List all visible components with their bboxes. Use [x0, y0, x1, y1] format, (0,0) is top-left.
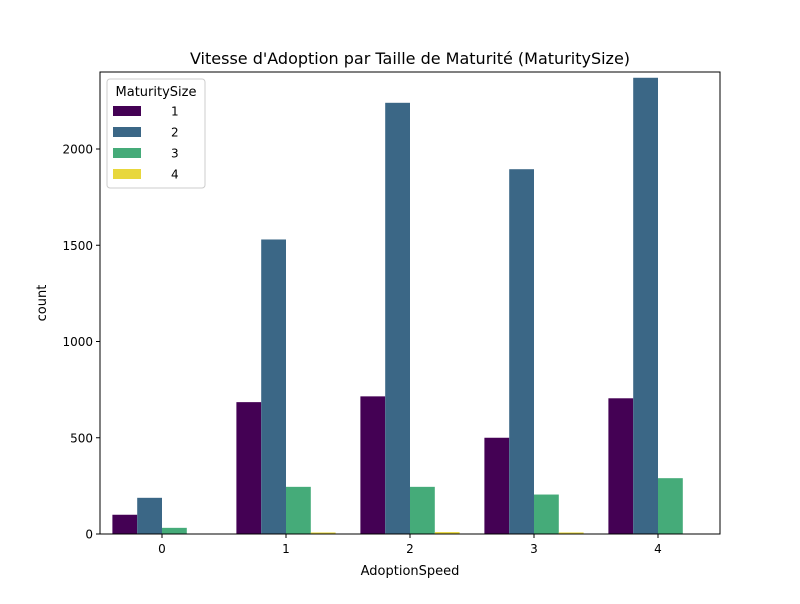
bar-series-4-cat-3 — [558, 532, 584, 534]
bar-series-3-cat-1 — [286, 486, 311, 534]
x-tick-label: 0 — [158, 542, 166, 556]
bar-series-2-cat-3 — [509, 169, 534, 534]
bar-series-1-cat-3 — [484, 437, 510, 534]
y-tick-label: 500 — [70, 431, 93, 445]
bar-series-2-cat-0 — [137, 497, 162, 534]
legend-swatch-1 — [113, 106, 141, 116]
bar-series-2-cat-4 — [633, 77, 658, 535]
x-tick-label: 1 — [282, 542, 290, 556]
legend-swatch-2 — [113, 127, 141, 137]
bar-series-1-cat-1 — [236, 402, 262, 534]
legend-swatch-3 — [113, 148, 141, 158]
chart-title: Vitesse d'Adoption par Taille de Maturit… — [190, 49, 630, 68]
bar-series-3-cat-3 — [534, 494, 559, 534]
bar-series-1-cat-4 — [608, 398, 634, 534]
legend-label-1: 1 — [171, 105, 179, 119]
x-tick-label: 3 — [530, 542, 538, 556]
bars-layer — [112, 77, 683, 535]
legend-title: MaturitySize — [116, 85, 197, 100]
legend-swatch-4 — [113, 169, 141, 179]
y-tick-label: 2000 — [62, 143, 93, 157]
bar-series-2-cat-2 — [385, 102, 410, 535]
legend-label-3: 3 — [171, 147, 179, 161]
bar-series-4-cat-1 — [310, 532, 336, 534]
bar-series-4-cat-2 — [434, 532, 460, 534]
bar-series-3-cat-0 — [162, 527, 187, 534]
y-tick-label: 0 — [85, 528, 93, 542]
legend-label-4: 4 — [171, 168, 179, 182]
legend-label-2: 2 — [171, 126, 179, 140]
x-axis-label: AdoptionSpeed — [361, 564, 460, 579]
bar-series-3-cat-4 — [658, 478, 683, 534]
legend: MaturitySize 1 2 3 4 — [106, 78, 206, 189]
bar-series-3-cat-2 — [410, 486, 435, 534]
x-tick-label: 4 — [654, 542, 662, 556]
bar-series-1-cat-2 — [360, 396, 386, 534]
y-axis-label: count — [35, 285, 50, 322]
y-tick-label: 1000 — [62, 335, 93, 349]
y-tick-label: 1500 — [62, 239, 93, 253]
y-axis: 0 500 1000 1500 2000 — [62, 143, 100, 542]
bar-series-2-cat-1 — [261, 239, 286, 535]
bar-series-1-cat-0 — [112, 514, 138, 534]
x-tick-label: 2 — [406, 542, 414, 556]
x-axis: 0 1 2 3 4 — [158, 534, 662, 556]
